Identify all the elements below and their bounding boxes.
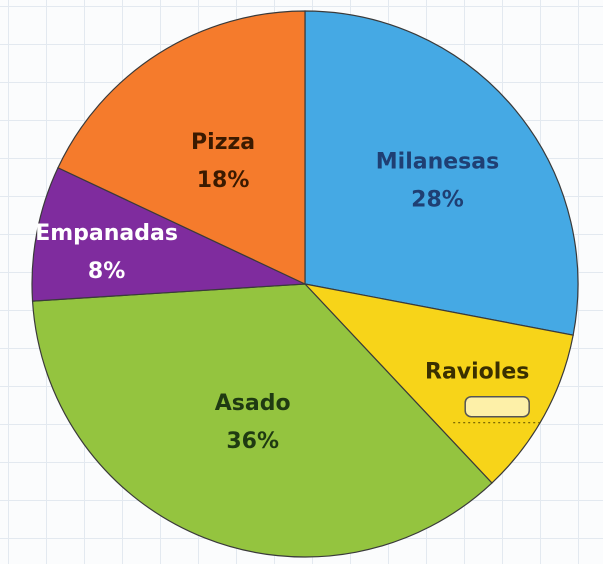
pie-extras (453, 395, 542, 424)
slice-value-empanadas: 8% (88, 259, 125, 284)
slice-label-milanesas: Milanesas (376, 149, 499, 174)
slice-value-pizza: 18% (197, 168, 250, 193)
slice-label-pizza: Pizza (191, 130, 255, 155)
pie-slice-ravioles (303, 283, 574, 484)
slice-label-ravioles: Ravioles (425, 360, 529, 385)
slice-value-asado: 36% (226, 429, 279, 454)
slice-label-asado: Asado (215, 391, 291, 416)
pie-slices (31, 10, 579, 558)
pie-slice-milanesas (304, 10, 579, 336)
slice-label-empanadas: Empanadas (35, 221, 178, 246)
pie-slice-asado (31, 283, 493, 558)
pie-slice-empanadas (31, 166, 306, 302)
pie-labels: Milanesas 28% Ravioles Asado 36% Empanadas 8% P… (35, 130, 529, 454)
answer-blank-box[interactable] (464, 395, 530, 418)
slice-value-milanesas: 28% (411, 187, 464, 212)
pie-slice-pizza (57, 10, 306, 285)
